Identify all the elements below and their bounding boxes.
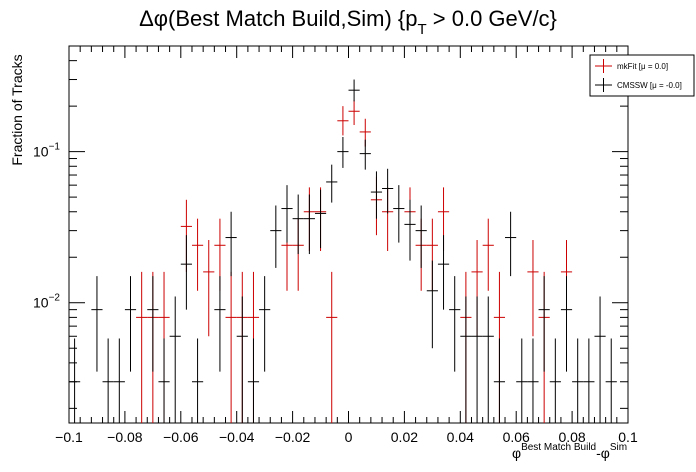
data-point bbox=[359, 139, 371, 170]
data-point bbox=[169, 296, 181, 423]
data-point bbox=[393, 185, 405, 243]
data-point bbox=[326, 164, 338, 203]
x-tick-label: −0.04 bbox=[219, 429, 255, 445]
data-point bbox=[203, 240, 215, 337]
legend: mkFit [μ = 0.0] CMSSW [μ = -0.0] bbox=[589, 54, 695, 97]
data-point bbox=[270, 205, 282, 268]
y-tick-label: 10−2 bbox=[33, 293, 60, 311]
data-point bbox=[527, 240, 539, 337]
x-axis-label-sup1: Best Match Build bbox=[521, 442, 596, 453]
data-point bbox=[225, 271, 237, 423]
chart-title-tail: > 0.0 GeV/c} bbox=[427, 6, 557, 31]
data-point bbox=[337, 136, 349, 168]
x-tick-label: 0.08 bbox=[558, 429, 585, 445]
x-tick-label: 0.06 bbox=[503, 429, 530, 445]
x-tick-label: −0.1 bbox=[55, 429, 83, 445]
data-point bbox=[538, 276, 550, 372]
x-tick-label: −0.02 bbox=[275, 429, 311, 445]
data-point bbox=[191, 338, 204, 423]
data-point bbox=[493, 338, 506, 423]
data-point bbox=[482, 296, 494, 423]
data-point bbox=[247, 338, 260, 423]
data-point bbox=[415, 205, 427, 268]
data-point bbox=[191, 218, 204, 291]
chart-title-subscript: T bbox=[417, 21, 426, 38]
data-point bbox=[281, 185, 293, 243]
data-point bbox=[69, 338, 81, 423]
y-axis-label: Fraction of Tracks bbox=[9, 54, 25, 165]
series-layer bbox=[69, 79, 617, 423]
data-point bbox=[337, 106, 349, 136]
data-point bbox=[572, 338, 584, 423]
data-point bbox=[449, 276, 461, 372]
data-point bbox=[259, 276, 271, 372]
x-axis-label: φBest Match Build-φSim bbox=[512, 442, 627, 461]
x-tick-label: 0.1 bbox=[618, 429, 638, 445]
x-axis-label-sup2: Sim bbox=[610, 442, 627, 453]
data-point bbox=[292, 194, 304, 255]
legend-box bbox=[589, 54, 695, 97]
data-point bbox=[560, 276, 573, 372]
x-ticks: −0.1 −0.08 −0.06 −0.04 −0.02 0 0.02 0.04 0.06 0.0… bbox=[55, 46, 638, 445]
series-cmssw bbox=[69, 79, 617, 423]
x-axis-label-mid: -φ bbox=[596, 445, 610, 461]
data-point bbox=[594, 296, 606, 423]
x-tick-label: 0.04 bbox=[447, 429, 474, 445]
y-ticks: 10−2 10−1 bbox=[33, 45, 628, 409]
data-point bbox=[437, 235, 450, 310]
data-point bbox=[605, 338, 617, 423]
data-point bbox=[91, 276, 103, 372]
data-point bbox=[303, 194, 315, 255]
legend-label-mkfit: mkFit [μ = 0.0] bbox=[617, 62, 668, 71]
data-point bbox=[382, 168, 394, 214]
x-tick-label: −0.06 bbox=[163, 429, 199, 445]
data-point bbox=[505, 211, 517, 277]
data-point bbox=[214, 276, 226, 372]
data-point bbox=[348, 79, 360, 102]
data-point bbox=[404, 199, 416, 261]
data-point bbox=[583, 338, 595, 423]
data-point bbox=[158, 338, 170, 423]
x-axis-label-phi: φ bbox=[512, 445, 521, 461]
legend-item-cmssw: CMSSW [μ = -0.0] bbox=[595, 78, 682, 92]
data-point bbox=[426, 260, 438, 349]
data-point bbox=[516, 338, 528, 423]
series-mkfit bbox=[136, 99, 573, 423]
data-point bbox=[236, 296, 248, 423]
x-tick-label: 0 bbox=[345, 429, 353, 445]
data-point bbox=[460, 296, 472, 423]
legend-label-cmssw: CMSSW [μ = -0.0] bbox=[617, 81, 682, 90]
chart-title: Δφ(Best Match Build,Sim) {pT > 0.0 GeV/c… bbox=[139, 6, 557, 38]
legend-item-mkfit: mkFit [μ = 0.0] bbox=[595, 59, 668, 73]
data-point bbox=[370, 171, 383, 219]
data-point bbox=[314, 189, 327, 249]
data-point bbox=[147, 276, 159, 372]
y-tick-label: 10−1 bbox=[33, 142, 60, 160]
data-point bbox=[348, 99, 360, 126]
data-point bbox=[113, 338, 125, 423]
data-point bbox=[471, 296, 483, 423]
data-point bbox=[527, 338, 539, 423]
data-point bbox=[326, 271, 338, 423]
x-tick-label: −0.08 bbox=[107, 429, 143, 445]
chart-title-main: Δφ(Best Match Build,Sim) {p bbox=[139, 6, 417, 31]
data-point bbox=[225, 211, 237, 277]
data-point bbox=[124, 276, 137, 372]
data-point bbox=[482, 218, 494, 291]
data-point bbox=[136, 271, 148, 423]
x-tick-label: 0.02 bbox=[391, 429, 418, 445]
data-point bbox=[549, 338, 561, 423]
data-point bbox=[102, 338, 114, 423]
data-point bbox=[180, 235, 192, 310]
